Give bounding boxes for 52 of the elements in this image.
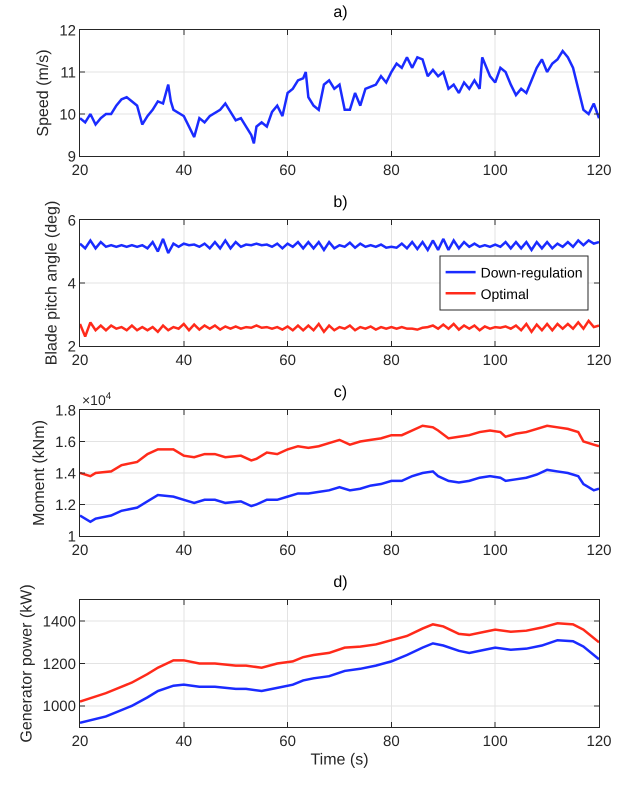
legend-label: Optimal bbox=[480, 286, 529, 302]
y-tick-label: 1.8 bbox=[55, 402, 76, 420]
x-tick-label: 40 bbox=[175, 733, 192, 750]
chart-title: c) bbox=[334, 384, 348, 402]
x-tick-label: 100 bbox=[482, 162, 508, 179]
x-tick-label: 100 bbox=[482, 542, 508, 559]
x-tick-label: 40 bbox=[175, 542, 192, 559]
y-tick-label: 1.2 bbox=[55, 496, 76, 514]
y-tick-label: 6 bbox=[68, 212, 76, 230]
y-tick-label: 1.4 bbox=[55, 465, 76, 482]
x-tick-label: 60 bbox=[279, 542, 296, 559]
line-series bbox=[80, 622, 599, 703]
x-tick-label: 60 bbox=[279, 352, 296, 369]
legend-label: Down-regulation bbox=[480, 264, 583, 281]
x-tick-label: 100 bbox=[482, 733, 508, 750]
y-axis-title: Moment (kNm) bbox=[31, 420, 48, 526]
y-tick-label: 1.6 bbox=[55, 434, 76, 451]
x-tick-label: 60 bbox=[279, 733, 296, 750]
x-tick-label: 60 bbox=[279, 162, 296, 179]
x-tick-label: 120 bbox=[586, 542, 612, 559]
chart-title: a) bbox=[333, 4, 348, 22]
chart-title: d) bbox=[333, 574, 348, 592]
x-tick-label: 80 bbox=[383, 733, 400, 750]
y-tick-label: 11 bbox=[60, 64, 76, 82]
line-series bbox=[80, 320, 599, 338]
text: ×10$^{4}$ bbox=[82, 391, 112, 408]
x-tick-label: 120 bbox=[586, 162, 612, 179]
y-axis-title: Generator power (kW) bbox=[18, 584, 36, 743]
line-series bbox=[80, 468, 599, 524]
x-tick-label: 120 bbox=[586, 733, 612, 750]
y-tick-label: 12 bbox=[59, 22, 76, 40]
x-tick-label: 100 bbox=[482, 352, 508, 369]
line-series bbox=[80, 424, 599, 478]
y-tick-label: 4 bbox=[68, 275, 76, 292]
x-tick-label: 40 bbox=[175, 162, 192, 179]
line-series bbox=[80, 50, 599, 145]
line-series bbox=[80, 238, 599, 254]
x-tick-label: 20 bbox=[72, 733, 88, 750]
chart-title: b) bbox=[333, 194, 348, 212]
x-tick-label: 80 bbox=[383, 162, 400, 179]
y-tick-label: 1200 bbox=[42, 656, 76, 673]
x-tick-label: 80 bbox=[383, 542, 400, 559]
line-series bbox=[80, 638, 599, 724]
y-axis-title: Blade pitch angle (deg) bbox=[44, 200, 61, 366]
x-axis-title: Time (s) bbox=[310, 752, 369, 769]
x-tick-label: 40 bbox=[175, 352, 192, 369]
y-tick-label: 1000 bbox=[42, 698, 76, 716]
y-tick-label: 10 bbox=[59, 106, 76, 124]
x-tick-label: 120 bbox=[586, 352, 612, 369]
y-tick-label: 1400 bbox=[42, 613, 76, 630]
x-tick-label: 80 bbox=[383, 352, 400, 369]
y-axis-title: Speed (m/s) bbox=[35, 49, 52, 137]
